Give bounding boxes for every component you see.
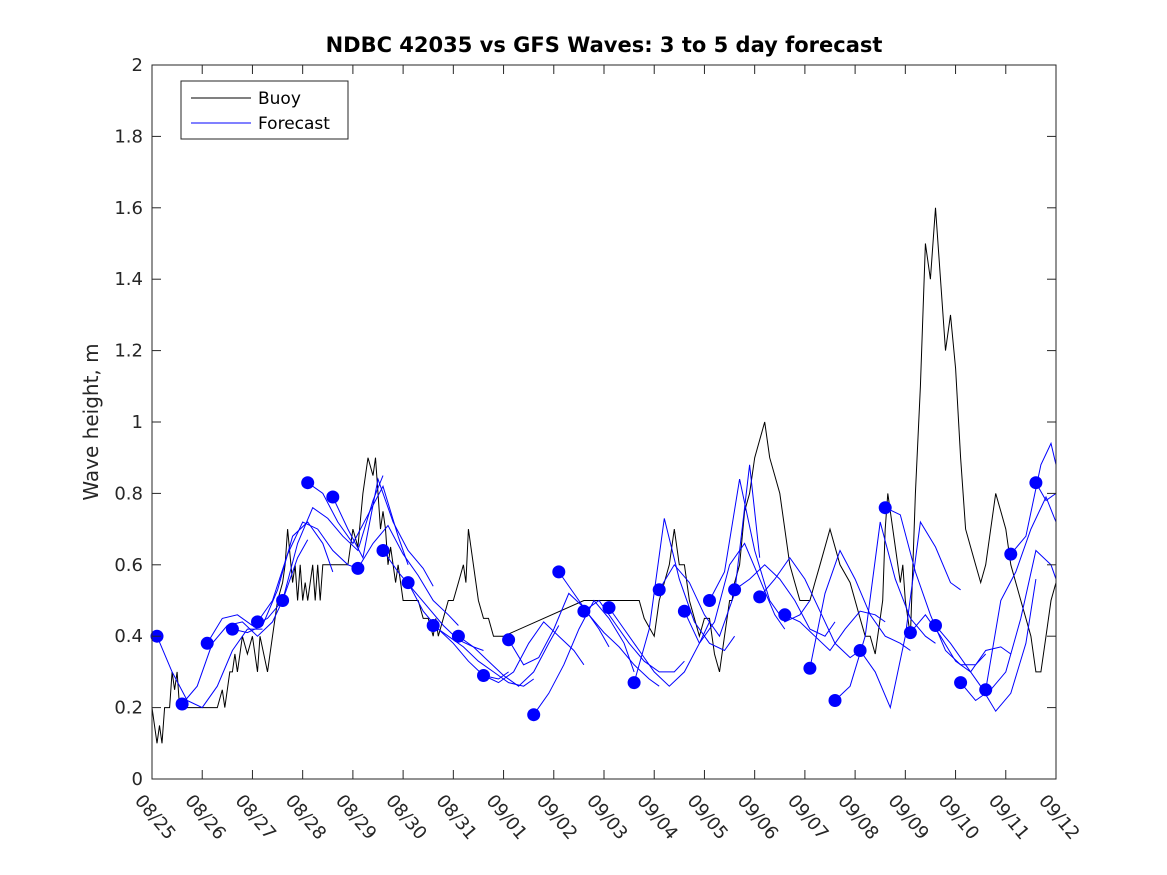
forecast-line-27 <box>809 549 911 669</box>
forecast-line-11 <box>407 582 509 680</box>
forecast-marker-28 <box>828 694 842 707</box>
legend-box <box>180 80 349 140</box>
forecast-line-35 <box>1010 441 1057 555</box>
forecast-markers <box>150 476 1043 722</box>
plot-area <box>152 65 1056 779</box>
legend-forecast-label: Forecast <box>258 114 330 134</box>
forecast-marker-10 <box>376 544 390 557</box>
forecast-marker-23 <box>703 594 716 607</box>
forecast-series <box>156 441 1057 715</box>
forecast-marker-24 <box>728 583 742 597</box>
buoy-line <box>151 207 1057 744</box>
forecast-marker-25 <box>753 590 767 604</box>
forecast-line-1 <box>156 628 263 709</box>
forecast-marker-31 <box>903 626 917 640</box>
ytick-label-4: 0.8 <box>114 483 143 504</box>
forecast-marker-9 <box>351 561 365 575</box>
forecast-line-20 <box>633 518 736 683</box>
forecast-line-26 <box>784 610 886 652</box>
forecast-marker-13 <box>451 629 465 643</box>
forecast-line-32 <box>935 579 1037 713</box>
forecast-marker-27 <box>803 661 817 675</box>
forecast-marker-3 <box>200 636 214 650</box>
y-axis-ticks: 0 0.2 0.4 0.6 0.8 1 1.2 1.4 1.6 1.8 2 <box>114 55 1056 790</box>
forecast-marker-12 <box>426 619 440 632</box>
ytick-label-3: 0.6 <box>114 555 143 576</box>
legend: Buoy Forecast <box>180 80 349 140</box>
forecast-marker-35 <box>1004 547 1018 561</box>
forecast-line-7 <box>307 482 409 565</box>
forecast-marker-15 <box>502 633 516 647</box>
forecast-marker-7 <box>301 476 315 490</box>
forecast-marker-26 <box>778 608 792 622</box>
ytick-label-2: 0.4 <box>114 626 143 647</box>
forecast-line-23 <box>709 478 811 623</box>
forecast-marker-30 <box>878 501 892 515</box>
forecast-line-18 <box>583 599 685 673</box>
forecast-marker-36 <box>1029 476 1043 490</box>
ytick-label-7: 1.4 <box>114 269 143 290</box>
forecast-line-25 <box>759 556 861 659</box>
forecast-line-29 <box>859 520 961 710</box>
forecast-line-8 <box>332 477 434 587</box>
forecast-marker-21 <box>652 583 666 597</box>
forecast-line-9 <box>357 524 459 626</box>
forecast-marker-11 <box>401 576 415 590</box>
forecast-line-12 <box>432 625 534 687</box>
forecast-marker-19 <box>602 601 616 615</box>
ytick-label-5: 1 <box>132 412 143 433</box>
forecast-marker-8 <box>326 490 340 504</box>
forecast-marker-4 <box>225 622 239 636</box>
forecast-marker-14 <box>477 669 490 682</box>
forecast-line-17 <box>558 571 660 687</box>
forecast-line-34 <box>985 495 1057 690</box>
forecast-line-13 <box>458 625 560 687</box>
ytick-label-0: 0 <box>132 769 143 790</box>
ytick-label-10: 2 <box>132 55 143 76</box>
y-axis-label: Wave height, m <box>79 343 103 500</box>
forecast-line-5 <box>257 521 359 623</box>
ytick-label-6: 1.2 <box>114 341 143 362</box>
forecast-marker-5 <box>251 615 264 629</box>
forecast-line-22 <box>683 542 786 645</box>
buoy-series <box>151 207 1057 744</box>
forecast-marker-20 <box>627 676 641 690</box>
forecast-line-31 <box>910 613 1012 673</box>
forecast-marker-22 <box>677 604 691 618</box>
forecast-marker-17 <box>552 565 566 579</box>
ytick-label-8: 1.6 <box>114 198 143 219</box>
forecast-line-28 <box>834 521 936 701</box>
legend-buoy-label: Buoy <box>258 89 301 109</box>
forecast-marker-18 <box>577 604 591 618</box>
forecast-marker-33 <box>954 676 968 690</box>
forecast-marker-29 <box>853 644 867 657</box>
forecast-marker-16 <box>527 708 541 722</box>
forecast-marker-2 <box>175 697 189 711</box>
forecast-marker-32 <box>929 619 942 632</box>
forecast-line-15 <box>508 592 610 666</box>
forecast-line-36 <box>1035 482 1057 502</box>
forecast-line-33 <box>960 549 1057 702</box>
forecast-marker-6 <box>276 594 290 607</box>
forecast-line-6 <box>282 475 384 601</box>
chart-title: NDBC 42035 vs GFS Waves: 3 to 5 day fore… <box>326 33 883 57</box>
ytick-label-1: 0.2 <box>114 698 143 719</box>
forecast-line-19 <box>608 607 710 687</box>
forecast-marker-34 <box>979 683 993 697</box>
ytick-label-9: 1.8 <box>114 126 143 147</box>
forecast-line-24 <box>734 564 836 637</box>
